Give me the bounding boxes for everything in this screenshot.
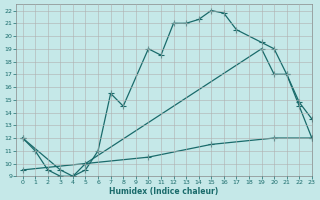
X-axis label: Humidex (Indice chaleur): Humidex (Indice chaleur) (109, 187, 219, 196)
